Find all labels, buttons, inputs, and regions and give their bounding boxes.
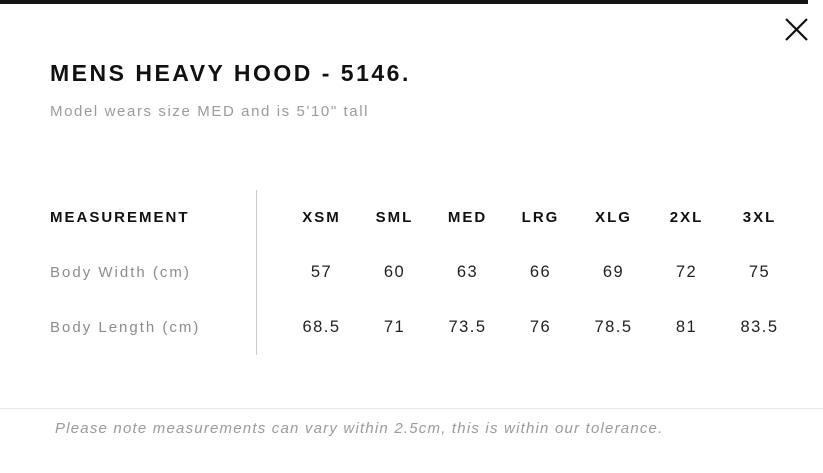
model-size-info: Model wears size MED and is 5'10" tall [50, 103, 370, 120]
body-length-xlg-value: 78.5 [594, 318, 633, 336]
body-length-med-value: 73.5 [448, 318, 487, 336]
table-header-row: MEASUREMENT XSM SML MED LRG XLG 2XL 3XL [50, 190, 797, 245]
close-icon [784, 17, 809, 42]
column-header-med: MED [447, 209, 488, 226]
body-width-xlg-value: 69 [602, 263, 625, 281]
column-header-xlg: XLG [595, 209, 632, 226]
size-chart-table: MEASUREMENT XSM SML MED LRG XLG 2XL 3XL … [50, 190, 797, 355]
column-header-measurement: MEASUREMENT [50, 190, 257, 245]
table-row-body-length: Body Length (cm) 68.5 71 73.5 76 78.5 81… [50, 300, 797, 355]
close-button[interactable] [781, 14, 811, 44]
body-width-xsm-value: 57 [310, 263, 333, 281]
column-header-sml: SML [375, 209, 414, 226]
body-length-2xl-value: 81 [675, 318, 698, 336]
body-length-sml-value: 71 [383, 318, 406, 336]
body-length-3xl-value: 83.5 [740, 318, 779, 336]
body-width-2xl-value: 72 [675, 263, 698, 281]
column-header-xsm: XSM [302, 209, 341, 226]
body-length-xsm-value: 68.5 [302, 318, 341, 336]
body-width-3xl-value: 75 [748, 263, 771, 281]
table-row-body-width: Body Width (cm) 57 60 63 66 69 72 75 [50, 245, 797, 300]
column-header-2xl: 2XL [669, 209, 704, 226]
row-label-body-width: Body Width (cm) [50, 245, 257, 300]
tolerance-note: Please note measurements can vary within… [55, 420, 664, 437]
body-length-lrg-value: 76 [529, 318, 552, 336]
page-title: MENS HEAVY HOOD - 5146. [50, 60, 411, 86]
body-width-lrg-value: 66 [529, 263, 552, 281]
row-label-body-length: Body Length (cm) [50, 300, 257, 355]
top-bar [0, 0, 808, 4]
body-width-sml-value: 60 [383, 263, 406, 281]
column-header-lrg: LRG [521, 209, 560, 226]
footer-divider [0, 408, 823, 409]
column-header-3xl: 3XL [742, 209, 777, 226]
body-width-med-value: 63 [456, 263, 479, 281]
